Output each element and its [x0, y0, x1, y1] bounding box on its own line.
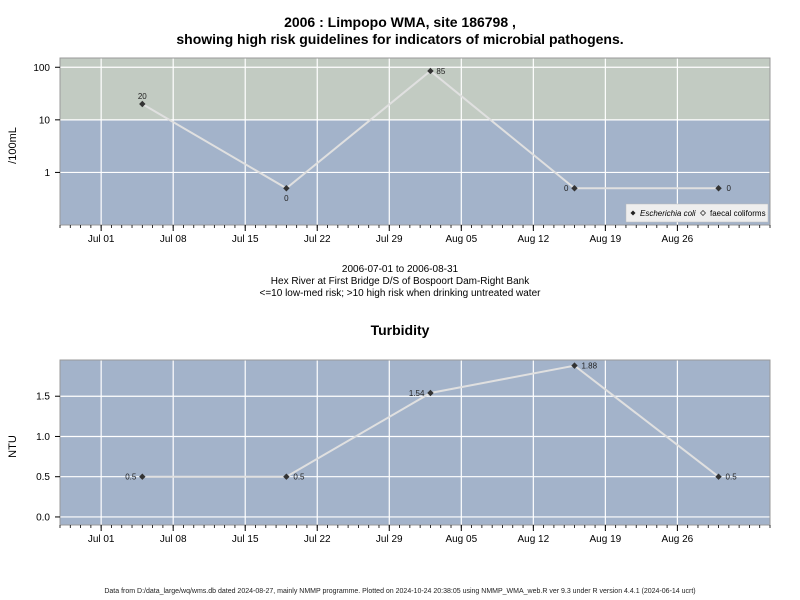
- panel2-plot-background: [60, 360, 770, 525]
- panel1-x-tick-label-5: Aug 05: [445, 234, 477, 245]
- panel1-x-tick-label-3: Jul 22: [304, 234, 331, 245]
- panel2-y-axis-label: NTU: [7, 435, 19, 458]
- panel2-data-point-0: [139, 473, 146, 480]
- chart-title-line-2: showing high risk guidelines for indicat…: [176, 31, 624, 47]
- panel2-x-tick-label-6: Aug 12: [517, 534, 549, 545]
- panel2-x-tick-label-8: Aug 26: [662, 534, 694, 545]
- legend-box: [625, 203, 769, 223]
- panel2-plot-frame: [59, 359, 771, 526]
- panel1-x-tick-label-4: Jul 29: [376, 234, 403, 245]
- panel2-x-tick-label-0: Jul 01: [88, 534, 115, 545]
- legend-entry-ecoli: Escherichia coli: [640, 209, 696, 218]
- panel2-data-point-3: [571, 362, 578, 369]
- turbidity-chart-title: Turbidity: [370, 322, 430, 338]
- panel1-data-point-1: [283, 185, 290, 192]
- panel2-x-tick-label-7: Aug 19: [590, 534, 622, 545]
- panel1-x-tick-label-2: Jul 15: [232, 234, 259, 245]
- panel1-data-point-2: [427, 67, 434, 75]
- panel2-x-tick-label-5: Aug 05: [445, 534, 477, 545]
- panel1-plot-frame: [59, 57, 771, 226]
- panel2-data-label-3: 1.88: [581, 362, 597, 371]
- panel2-y-tick-label-2: 1.0: [36, 432, 50, 443]
- panel2-data-point-1: [283, 473, 290, 480]
- legend-entry-faecal: faecal coliforms: [710, 209, 766, 218]
- site-description-caption: Hex River at First Bridge D/S of Bospoor…: [270, 276, 530, 287]
- panel1-y-axis-label: /100mL: [7, 127, 19, 164]
- panel1-risk-band-1: [60, 58, 770, 120]
- risk-guideline-caption: <=10 low-med risk; >10 high risk when dr…: [259, 288, 541, 299]
- panel1-data-label-0: 20: [138, 92, 147, 101]
- panel1-x-tick-label-8: Aug 26: [662, 234, 694, 245]
- panel2-y-tick-label-3: 1.5: [36, 392, 50, 403]
- panel1-x-tick-label-0: Jul 01: [88, 234, 115, 245]
- chart-title-line-1: 2006 : Limpopo WMA, site 186798 ,: [284, 14, 516, 30]
- panel2-x-tick-label-3: Jul 22: [304, 534, 331, 545]
- panel2-data-label-1: 0.5: [293, 473, 305, 482]
- date-range-caption: 2006-07-01 to 2006-08-31: [341, 264, 459, 275]
- panel2-x-tick-label-2: Jul 15: [232, 534, 259, 545]
- panel1-data-label-3: 0: [564, 184, 569, 193]
- panel1-y-tick-label-2: 100: [33, 63, 50, 74]
- panel1-y-tick-label-0: 1: [44, 168, 50, 179]
- panel2-data-label-0: 0.5: [125, 473, 137, 482]
- panel1-data-label-1: 0: [284, 194, 289, 203]
- panel1-data-point-3: [571, 185, 578, 192]
- footer-note: Data from D:/data_large/wq/wms.db dated …: [104, 588, 696, 595]
- panel2-data-point-2: [427, 389, 434, 397]
- panel1-data-point-4: [715, 185, 722, 192]
- panel2-data-label-4: 0.5: [726, 473, 738, 482]
- panel1-x-tick-label-1: Jul 08: [160, 234, 187, 245]
- panel1-data-label-2: 85: [436, 67, 445, 76]
- legend-marker-ecoli: [630, 210, 636, 216]
- panel2-data-point-4: [715, 473, 722, 480]
- legend-marker-faecal: [700, 210, 706, 216]
- panel1-x-tick-label-6: Aug 12: [517, 234, 549, 245]
- panel2-y-tick-label-0: 0.0: [36, 512, 50, 523]
- panel2-x-tick-label-1: Jul 08: [160, 534, 187, 545]
- panel2-y-tick-label-1: 0.5: [36, 472, 50, 483]
- panel1-data-label-4: 0: [727, 184, 732, 193]
- panel2-x-tick-label-4: Jul 29: [376, 534, 403, 545]
- panel1-y-tick-label-1: 10: [39, 115, 51, 126]
- panel1-data-point-0: [139, 100, 146, 108]
- panel1-x-tick-label-7: Aug 19: [590, 234, 622, 245]
- panel2-data-label-2: 1.54: [409, 389, 425, 398]
